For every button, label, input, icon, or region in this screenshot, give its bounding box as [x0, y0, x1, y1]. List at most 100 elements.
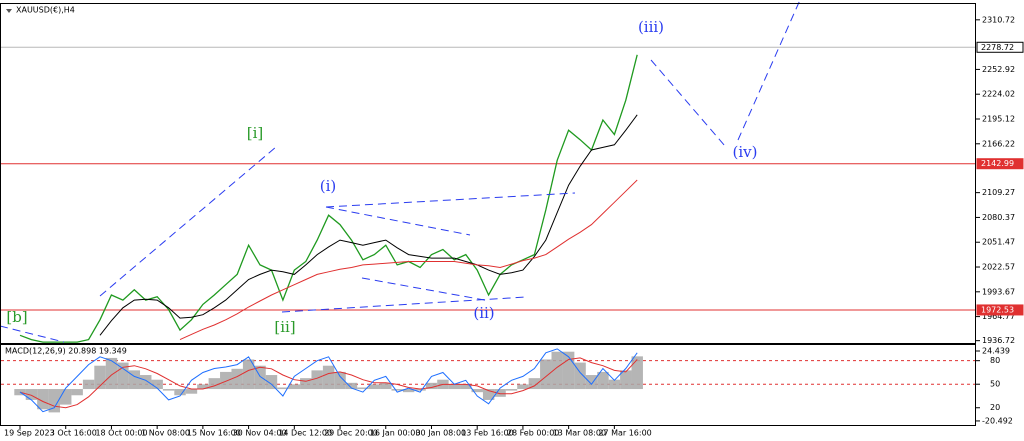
x-tick-label: 15 Nov 16:00	[187, 429, 241, 438]
trend-line	[325, 192, 576, 208]
x-tick-label: 16 Jan 00:00	[370, 429, 421, 438]
histogram-bar	[25, 389, 38, 400]
histogram-bar	[185, 389, 198, 394]
x-tick-label: 18 Oct 00:00	[95, 429, 147, 438]
series-line	[179, 179, 638, 341]
symbol-title: XAUUSD(€),H4	[16, 6, 75, 15]
histogram-bar	[402, 389, 415, 393]
wave-label: (iv)	[733, 143, 758, 161]
histogram-bar	[162, 389, 175, 391]
histogram-bar	[277, 387, 289, 390]
histogram-bar	[471, 389, 483, 393]
histogram-bar	[220, 371, 232, 390]
histogram-bar	[345, 382, 358, 390]
y-tick-label: 2022.57	[982, 263, 1015, 272]
x-tick-label: 30 Jan 08:00	[415, 429, 466, 438]
series-line	[19, 357, 638, 409]
histogram-bar	[391, 389, 403, 391]
y-tick-label: -20.492	[982, 416, 1013, 425]
histogram-bar	[105, 357, 118, 390]
histogram-bar	[300, 378, 312, 390]
histogram-bar	[425, 382, 438, 390]
x-tick-label: 29 Dec 20:00	[324, 429, 378, 438]
y2-tick-label: 80	[990, 356, 1000, 365]
histogram-bar	[482, 389, 495, 400]
trend-line	[325, 206, 471, 236]
histogram-bar	[608, 379, 621, 390]
histogram-bar	[620, 370, 632, 390]
histogram-bar	[254, 365, 266, 390]
wave-label: (ii)	[473, 304, 494, 322]
histogram-bar	[414, 389, 426, 391]
y-tick-label: 2051.47	[982, 238, 1015, 247]
y-tick-label: 2224.02	[982, 90, 1015, 99]
histogram-bar	[140, 375, 152, 390]
histogram-bar	[174, 389, 186, 396]
x-tick-label: 28 Feb 00:00	[507, 429, 559, 438]
histogram-bar	[562, 351, 575, 390]
menu-icon[interactable]	[6, 9, 12, 13]
histogram-bar	[597, 371, 609, 390]
histogram-bar	[380, 382, 392, 390]
x-tick-label: 13 Mar 08:00	[553, 429, 606, 438]
histogram-bar	[334, 371, 346, 390]
plot-layer: 2310.72 2252.92 2224.02 2195.12 2166.22 2109.…	[1, 15, 1024, 438]
histogram-bar	[265, 375, 278, 390]
wave-label: [i]	[247, 124, 264, 142]
histogram-bar	[128, 370, 141, 390]
y-tick-label: 2166.22	[982, 139, 1015, 148]
histogram-bar	[460, 384, 472, 390]
histogram-bar	[540, 359, 552, 390]
histogram-bar	[357, 387, 369, 390]
x-tick-label: 3 Oct 16:00	[50, 429, 97, 438]
y-tick-label: 2252.92	[982, 65, 1015, 74]
wave-label: (i)	[320, 177, 337, 195]
x-tick-label: 30 Nov 04:00	[233, 429, 287, 438]
histogram-bar	[551, 351, 563, 390]
main-frame	[0, 3, 976, 344]
series-line	[19, 348, 638, 413]
x-tick-label: 19 Sep 2023	[4, 429, 55, 438]
series-line	[19, 54, 638, 343]
histogram-bar	[242, 359, 255, 390]
histogram-bar	[585, 375, 598, 390]
histogram-bar	[208, 378, 221, 390]
histogram-bar	[322, 365, 335, 390]
histogram-bar	[231, 368, 243, 390]
histogram-bar	[94, 365, 106, 390]
x-tick-label: 14 Dec 12:00	[278, 429, 332, 438]
y-tick-label: 2080.37	[982, 213, 1015, 222]
x-tick-label: 1 Nov 08:00	[141, 429, 190, 438]
level-label: 1972.53	[981, 305, 1014, 314]
histogram-bar	[448, 384, 461, 390]
histogram-bar	[528, 378, 541, 390]
trend-line	[0, 325, 65, 343]
histogram-bar	[197, 384, 209, 390]
histogram-bar	[117, 362, 129, 390]
wave-label: [b]	[6, 308, 27, 326]
level-label: 2278.72	[981, 43, 1014, 52]
trend-line	[281, 296, 527, 313]
x-tick-label: 27 Mar 16:00	[598, 429, 651, 438]
level-label: 2142.99	[981, 159, 1014, 168]
series-line	[99, 114, 638, 336]
y2-tick-label: 20	[990, 403, 1000, 412]
histogram-bar	[505, 389, 518, 391]
histogram-bar	[311, 370, 323, 390]
histogram-bar	[368, 384, 381, 390]
x-tick-label: 13 Feb 16:00	[461, 429, 513, 438]
histogram-bar	[37, 389, 49, 410]
wave-label: [ii]	[274, 318, 295, 336]
histogram-bar	[288, 384, 301, 390]
y-tick-label: 2310.72	[982, 15, 1015, 24]
histogram-bar	[151, 379, 163, 390]
macd-frame	[0, 344, 976, 426]
y-tick-label: 1993.67	[982, 287, 1015, 296]
trend-line	[361, 277, 491, 302]
trend-line	[650, 59, 726, 147]
y2-tick-label: 50	[990, 380, 1000, 389]
y-tick-label: 2195.12	[982, 114, 1015, 123]
y-tick-label: 24.439	[982, 347, 1010, 356]
